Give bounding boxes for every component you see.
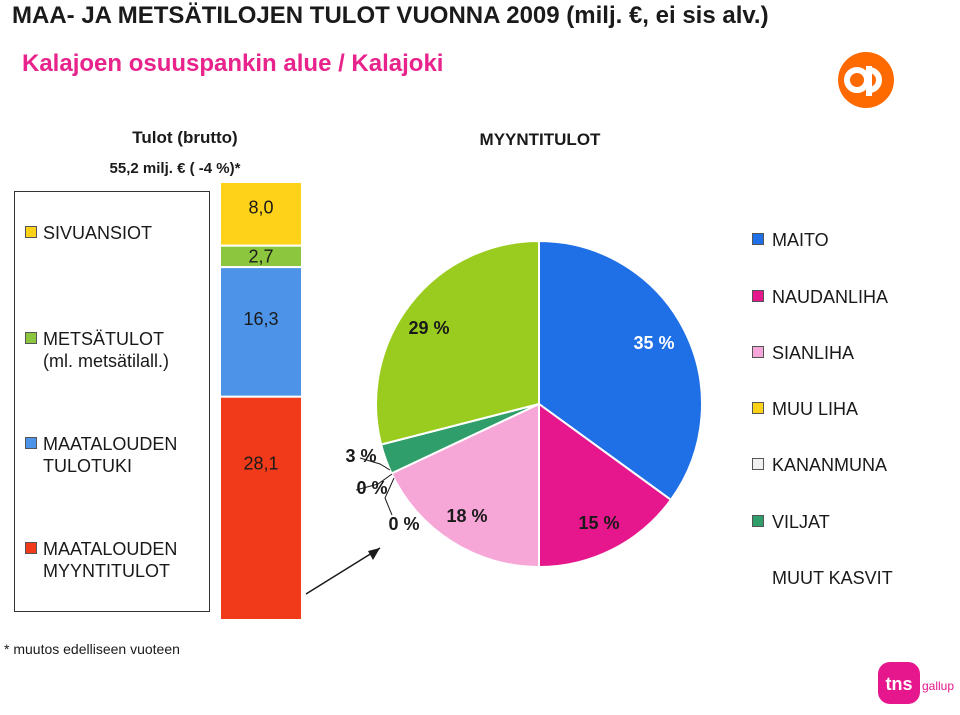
- bar-chart-title: Tulot (brutto): [132, 128, 238, 147]
- legend-label: NAUDANLIHA: [772, 287, 889, 307]
- pie-legend-naudanliha: NAUDANLIHA: [752, 286, 888, 308]
- legend-swatch: [25, 332, 37, 344]
- legend-label-line2: MYYNTITULOT: [43, 561, 171, 581]
- legend-label: KANANMUNA: [772, 455, 888, 475]
- page-title: MAA- JA METSÄTILOJEN TULOT VUONNA 2009 (…: [12, 2, 769, 29]
- pie-slice-label: 29 %: [408, 318, 449, 338]
- legend-label: MUU LIHA: [772, 399, 859, 419]
- legend-swatch: [752, 233, 764, 245]
- pie-slice-label: 15 %: [578, 513, 619, 533]
- pie-leader-line: [384, 477, 395, 516]
- op-logo: [838, 52, 894, 108]
- bar-value-label: 2,7: [248, 246, 273, 266]
- pie-legend-sianliha: SIANLIHA: [752, 342, 854, 364]
- legend-swatch: [752, 290, 764, 302]
- pie-legend-maito: MAITO: [752, 229, 829, 251]
- bar-segment: [219, 181, 303, 247]
- pie-leader-line: [355, 473, 393, 491]
- legend-label: MAATALOUDEN: [43, 539, 178, 559]
- legend-label-line2: (ml. metsätilall.): [43, 351, 170, 371]
- legend-swatch: [752, 346, 764, 358]
- op-logo-p: [866, 66, 882, 96]
- legend-label: MUUT KASVIT: [772, 568, 893, 588]
- bar-value-label: 28,1: [243, 454, 278, 474]
- bar-value-label: 8,0: [248, 197, 273, 217]
- bar-legend: SIVUANSIOT METSÄTULOT (ml. metsätilall.)…: [14, 191, 210, 612]
- pie-slice-label: 3 %: [345, 446, 376, 466]
- pie-slice: [375, 239, 540, 446]
- tns-logo: tns gallup: [878, 662, 954, 704]
- pie-slice-label: 18 %: [446, 506, 487, 526]
- legend-swatch: [752, 402, 764, 414]
- legend-item-sivuansiot: SIVUANSIOT: [25, 222, 152, 244]
- tns-logo-badge: [878, 662, 920, 704]
- tns-logo-gallup: gallup: [922, 679, 954, 693]
- pie-slice: [538, 239, 703, 502]
- footnote: * muutos edelliseen vuoteen: [4, 641, 180, 657]
- legend-swatch: [25, 226, 37, 238]
- pie-legend-kananmuna: KANANMUNA: [752, 454, 887, 476]
- legend-item-myyntitulot: MAATALOUDEN MYYNTITULOT: [25, 538, 177, 582]
- bar-segment: [219, 395, 303, 622]
- legend-swatch: [25, 437, 37, 449]
- pie-leader-line: [359, 457, 391, 471]
- legend-label-line2: TULOTUKI: [43, 456, 133, 476]
- tns-logo-text: tns: [886, 674, 913, 694]
- bar-chart-subtitle: 55,2 milj. € ( -4 %)*: [109, 160, 241, 177]
- legend-label: SIANLIHA: [772, 343, 855, 363]
- legend-label: VILJAT: [772, 512, 830, 532]
- bar-segment: [219, 266, 303, 398]
- pie-slice: [390, 402, 540, 569]
- legend-swatch: [752, 458, 764, 470]
- pie-pointer-line: [305, 547, 381, 595]
- pie-pointer-arrowhead: [368, 548, 380, 560]
- pie-legend-viljat: VILJAT: [752, 511, 830, 533]
- legend-label: SIVUANSIOT: [43, 223, 153, 243]
- page-subtitle: Kalajoen osuuspankin alue / Kalajoki: [22, 50, 444, 77]
- legend-item-tulotuki: MAATALOUDEN TULOTUKI: [25, 433, 177, 477]
- pie-legend-muut-kasvit: MUUT KASVIT: [772, 567, 893, 589]
- legend-swatch: [25, 542, 37, 554]
- bar-value-label: 16,3: [243, 309, 278, 329]
- pie-chart-title: MYYNTITULOT: [479, 130, 601, 149]
- legend-label: MAITO: [772, 230, 829, 250]
- legend-label: METSÄTULOT: [43, 329, 165, 349]
- legend-item-metsatulot: METSÄTULOT (ml. metsätilall.): [25, 328, 169, 372]
- legend-swatch: [752, 515, 764, 527]
- pie-legend-muu-liha: MUU LIHA: [752, 398, 858, 420]
- pie-slice: [538, 402, 673, 569]
- pie-slice-label: 35 %: [633, 333, 674, 353]
- pie-slice-label: 0 %: [388, 514, 419, 534]
- legend-label: MAATALOUDEN: [43, 434, 178, 454]
